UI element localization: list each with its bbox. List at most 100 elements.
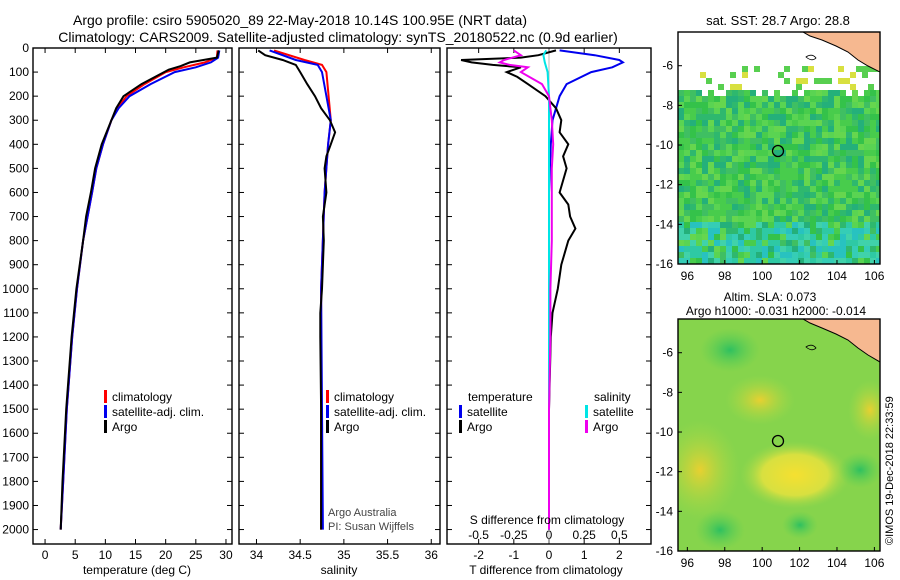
sst-cell — [820, 78, 826, 84]
sst-cell — [708, 132, 714, 138]
sst-cell — [780, 234, 786, 240]
sst-cell — [780, 96, 786, 102]
sst-cell — [840, 246, 846, 252]
sst-cell — [696, 132, 702, 138]
sst-cell — [762, 186, 768, 192]
sst-cell — [822, 180, 828, 186]
lon-tick-label: 102 — [790, 269, 810, 283]
sst-cell — [732, 114, 738, 120]
sst-cell — [696, 144, 702, 150]
sst-cell — [780, 174, 786, 180]
sst-cell — [762, 246, 768, 252]
sst-cell — [870, 222, 876, 228]
sst-cell — [858, 162, 864, 168]
sst-cell — [774, 90, 780, 96]
sst-cell — [840, 162, 846, 168]
sst-cell — [744, 144, 750, 150]
sst-cell — [816, 228, 822, 234]
sst-cell — [726, 228, 732, 234]
sst-cell — [780, 216, 786, 222]
sst-cell — [852, 138, 858, 144]
legend-t-satellite-label: satellite — [467, 405, 508, 419]
sst-cell — [810, 96, 816, 102]
sst-cell — [714, 108, 720, 114]
sst-cell — [750, 246, 756, 252]
sst-cell — [714, 204, 720, 210]
sst-cell — [750, 198, 756, 204]
sst-cell — [870, 120, 876, 126]
sla-map: Altim. SLA: 0.073 Argo h1000: -0.031 h20… — [656, 290, 885, 570]
sst-cell — [840, 210, 846, 216]
sst-cell — [786, 252, 792, 258]
sst-cell — [792, 246, 798, 252]
sst-cell — [768, 210, 774, 216]
sst-cell — [774, 138, 780, 144]
sst-cell — [684, 180, 690, 186]
sst-cell — [804, 120, 810, 126]
sst-cell — [804, 126, 810, 132]
sst-cell — [768, 180, 774, 186]
sst-cell — [732, 258, 738, 264]
sst-cell — [804, 102, 810, 108]
sst-cell — [708, 198, 714, 204]
lat-tick-label: -12 — [656, 465, 674, 479]
sst-cell — [852, 150, 858, 156]
lon-tick-label: 104 — [827, 556, 847, 570]
sst-cell — [876, 168, 880, 174]
sst-cell — [756, 126, 762, 132]
sst-cell — [762, 204, 768, 210]
sst-cell — [708, 90, 714, 96]
sst-cell — [750, 228, 756, 234]
sst-cell — [768, 96, 774, 102]
sst-cell — [732, 102, 738, 108]
temperature-frame — [32, 47, 233, 545]
sst-cell — [816, 168, 822, 174]
sst-cell — [774, 228, 780, 234]
sst-cell — [822, 114, 828, 120]
sst-cell — [840, 144, 846, 150]
sst-cell — [726, 216, 732, 222]
sst-cell — [786, 126, 792, 132]
sst-cell — [876, 120, 880, 126]
sst-cell — [684, 126, 690, 132]
sst-cell — [756, 222, 762, 228]
lon-tick-label: 96 — [681, 269, 695, 283]
sst-cell — [750, 240, 756, 246]
sst-cell — [678, 126, 684, 132]
depth-tick-label: 900 — [9, 258, 29, 272]
sst-cell — [840, 96, 846, 102]
sst-cell — [798, 144, 804, 150]
sst-cell — [786, 210, 792, 216]
sst-cell — [732, 222, 738, 228]
sst-cell — [738, 180, 744, 186]
sst-cell — [744, 132, 750, 138]
sst-cell — [762, 156, 768, 162]
sst-cell — [678, 192, 684, 198]
sst-cell — [780, 252, 786, 258]
depth-tick-label: 0 — [22, 41, 29, 55]
sst-cell — [810, 192, 816, 198]
sst-cell — [804, 168, 810, 174]
sst-cell — [828, 198, 834, 204]
sst-cell — [702, 174, 708, 180]
sst-cell — [720, 144, 726, 150]
sst-cell — [810, 162, 816, 168]
sst-cell — [690, 234, 696, 240]
sst-cell — [846, 216, 852, 222]
sst-cell — [784, 66, 790, 72]
sst-cell — [756, 174, 762, 180]
sst-cell — [720, 258, 726, 264]
s-diff-tick-label: 0.25 — [572, 528, 596, 542]
temperature-climatology-line — [59, 50, 219, 530]
sst-cell — [798, 234, 804, 240]
sst-cell — [678, 258, 684, 264]
sst-cell — [750, 234, 756, 240]
sst-cell — [792, 114, 798, 120]
sst-cell — [690, 132, 696, 138]
sst-cell — [780, 228, 786, 234]
sst-cell — [828, 132, 834, 138]
s-diff-tick-label: -0.5 — [468, 528, 489, 542]
sst-cell — [690, 186, 696, 192]
sst-cell — [678, 132, 684, 138]
sst-cell — [730, 72, 736, 78]
